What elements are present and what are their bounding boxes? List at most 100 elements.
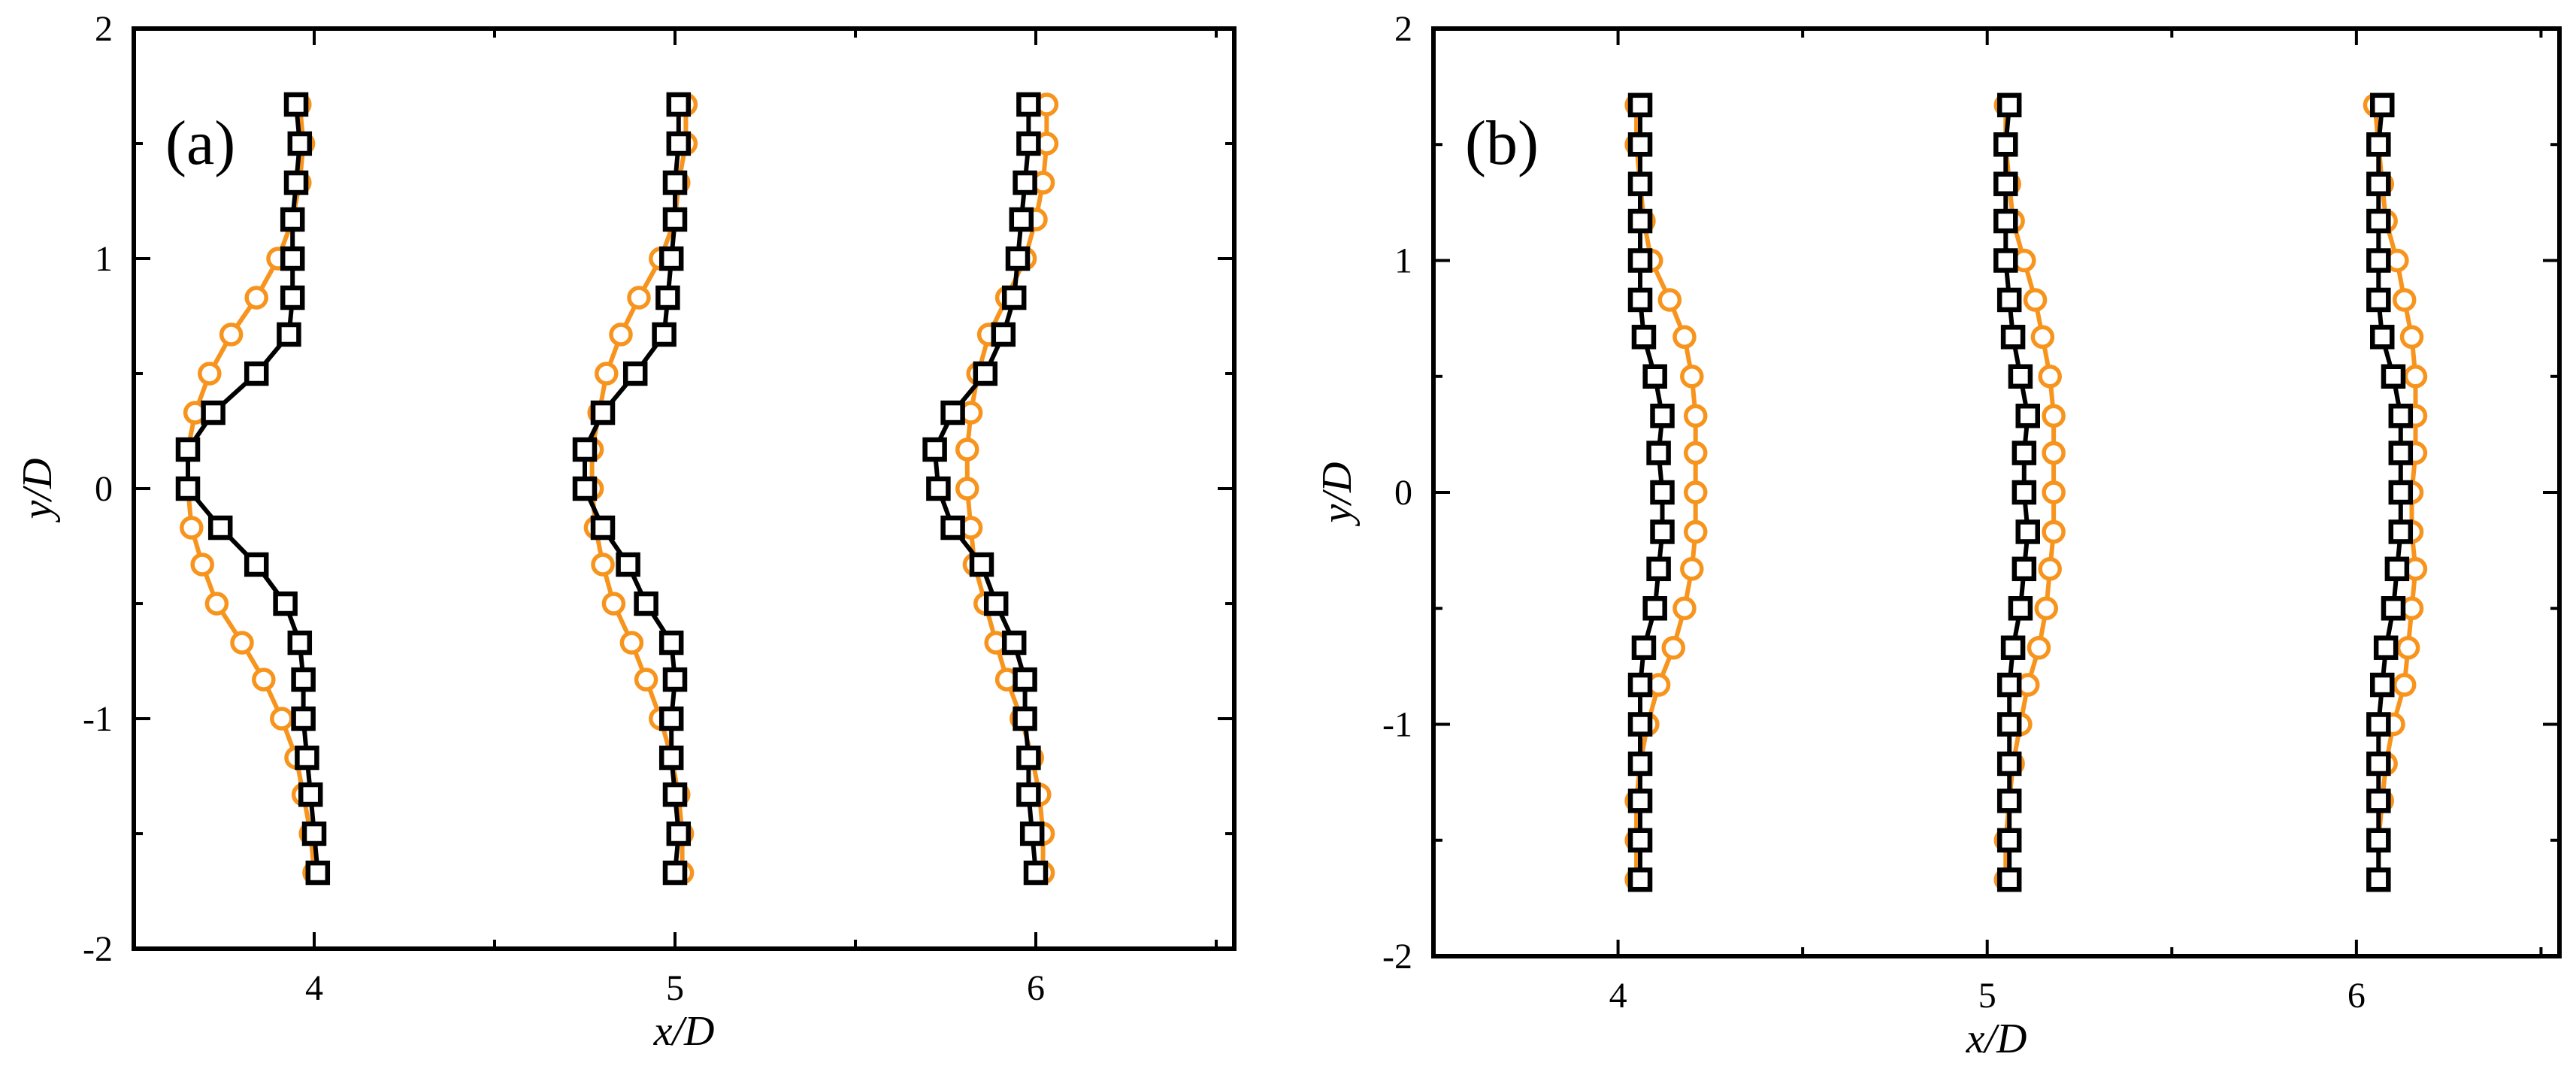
series-a-point-4-12 [190, 553, 214, 577]
y-tick-label: 1 [95, 239, 113, 279]
y-tick-label: -2 [1382, 937, 1412, 977]
series-a-point-5-12 [591, 553, 615, 577]
series-b-point-5-20 [1996, 867, 2022, 892]
series-b-point-6-0 [1016, 92, 1041, 117]
series-a-point-4-6 [1672, 325, 1697, 350]
series-b-point-6-19 [1019, 821, 1045, 846]
series-b-point-6-12 [969, 552, 994, 577]
series-b-point-4-0 [283, 92, 309, 117]
series-b-point-5-7 [2008, 364, 2033, 389]
series-b-point-4-19 [301, 821, 327, 846]
series-a-point-4-9 [1683, 441, 1708, 465]
series-b-point-4-18 [1627, 789, 1653, 813]
series-b-point-5-18 [662, 782, 688, 807]
series-b-point-4-11 [207, 515, 233, 541]
series-b-point-6-19 [2366, 828, 2391, 852]
series-a-point-4-15 [252, 668, 276, 692]
series-a-point-5-5 [2023, 288, 2048, 312]
panel-b-ylabel: y/D [1314, 462, 1361, 527]
series-a-point-5-9 [2042, 441, 2066, 465]
series-b-point-4-0 [1627, 92, 1653, 118]
x-tick-label: 4 [1609, 976, 1627, 1016]
series-a-point-5-7 [595, 362, 619, 386]
series-a-point-4-8 [1683, 404, 1708, 428]
panel-b-data-layer [1624, 92, 2428, 892]
panel-b-xlabel: x/D [1966, 1016, 2027, 1062]
series-b-point-5-6 [652, 322, 677, 347]
series-a-point-5-13 [2034, 596, 2059, 620]
series-a-point-5-14 [619, 631, 644, 655]
series-b-point-5-11 [2015, 519, 2040, 544]
y-tick-label: 0 [1394, 473, 1412, 513]
series-b-point-5-13 [634, 591, 658, 616]
series-b-point-6-13 [983, 591, 1009, 616]
series-a-point-4-16 [270, 707, 294, 731]
series-b-point-4-17 [1627, 751, 1653, 777]
panel-a-label: (a) [165, 108, 235, 178]
series-b-point-6-20 [1023, 860, 1049, 886]
series-b-point-6-20 [2366, 867, 2391, 892]
series-b-point-5-20 [662, 860, 688, 886]
series-b-point-4-16 [291, 706, 316, 731]
x-tick-label: 4 [305, 968, 323, 1008]
series-b-point-6-12 [2384, 556, 2410, 582]
series-b-point-5-4 [1993, 248, 2018, 273]
series-b-point-4-13 [273, 591, 298, 616]
series-b-point-4-15 [291, 667, 316, 692]
series-b-point-6-7 [973, 361, 998, 386]
y-tick-label: -2 [83, 929, 113, 969]
series-b-point-6-13 [2381, 596, 2406, 621]
x-tick-label: 6 [1027, 968, 1045, 1008]
series-b-point-6-11 [940, 515, 965, 541]
series-b-point-5-19 [666, 821, 692, 846]
series-b-point-6-6 [991, 322, 1016, 347]
series-b-point-6-11 [2388, 519, 2414, 544]
series-b-point-5-0 [666, 92, 692, 117]
series-a-point-6-14 [2396, 635, 2420, 660]
series-a-point-6-6 [2399, 325, 2424, 350]
series-b-point-4-8 [1650, 403, 1675, 428]
panel-a: 4 5 6 -2 -1 0 1 2 (a) x/D y/D [14, 9, 1237, 1055]
series-b-point-5-9 [2011, 441, 2037, 465]
series-b-point-6-7 [2381, 364, 2406, 389]
series-b-point-4-6 [277, 322, 301, 347]
series-a-point-4-7 [1680, 365, 1704, 389]
series-b-point-6-16 [1013, 706, 1037, 731]
series-b-point-6-5 [1001, 285, 1027, 310]
series-b-point-5-2 [1993, 171, 2018, 196]
series-a-point-4-14 [230, 631, 254, 655]
series-b-point-4-18 [298, 782, 323, 807]
series-b-point-4-1 [1627, 132, 1653, 157]
series-b-point-5-8 [2015, 403, 2040, 428]
series-b-point-4-20 [1627, 867, 1653, 892]
series-b-point-4-5 [1627, 287, 1653, 313]
series-b-point-6-14 [2373, 635, 2399, 660]
series-b-point-6-9 [2388, 441, 2414, 465]
series-b-point-5-11 [590, 515, 616, 541]
series-a-point-4-6 [219, 322, 244, 347]
series-a-point-5-11 [2042, 519, 2066, 544]
series-a-point-5-6 [2030, 325, 2055, 350]
series-b-point-4-5 [280, 285, 305, 310]
series-b-point-5-3 [662, 207, 688, 232]
series-a-point-4-11 [1683, 519, 1708, 544]
panel-a-data-layer [175, 92, 1059, 886]
series-b-point-6-1 [2366, 132, 2391, 157]
series-b-point-5-2 [662, 170, 688, 195]
series-b-point-6-4 [1005, 246, 1031, 271]
series-b-point-5-7 [622, 361, 648, 386]
series-b-point-4-1 [287, 131, 313, 156]
series-b-point-6-14 [1001, 630, 1027, 656]
series-b-point-5-16 [658, 706, 684, 731]
series-b-point-6-3 [2366, 208, 2391, 234]
series-b-point-4-17 [295, 745, 319, 771]
series-b-point-5-6 [2000, 325, 2026, 350]
series-b-point-4-8 [201, 400, 226, 425]
series-b-point-6-10 [926, 476, 951, 501]
series-b-point-4-9 [175, 437, 201, 462]
series-b-point-5-15 [1996, 672, 2022, 698]
series-b-point-5-0 [1996, 92, 2022, 118]
series-a-point-6-9 [955, 438, 979, 462]
series-b-point-4-14 [1631, 635, 1657, 660]
